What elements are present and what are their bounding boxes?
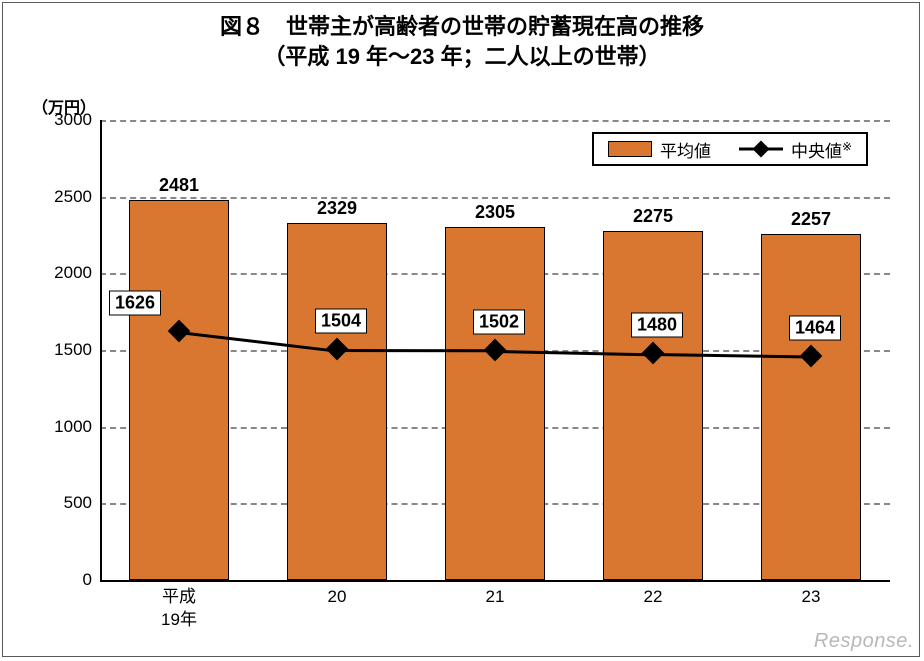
bar xyxy=(287,223,387,580)
legend-line-label: 中央値※ xyxy=(791,137,852,162)
bar-value-label: 2481 xyxy=(159,175,199,196)
line-value-label: 1504 xyxy=(315,309,367,334)
legend-line-swatch xyxy=(739,141,783,157)
title-line-1: 図８ 世帯主が高齢者の世帯の貯蓄現在高の推移 xyxy=(220,14,704,39)
grid-line xyxy=(100,120,890,122)
y-tick-label: 2000 xyxy=(54,263,100,283)
bar xyxy=(445,227,545,580)
y-tick-label: 0 xyxy=(83,570,100,590)
legend-item-mean: 平均値 xyxy=(608,137,711,162)
chart-title: 図８ 世帯主が高齢者の世帯の貯蓄現在高の推移 （平成 19 年～23 年；二人以… xyxy=(0,12,924,71)
line-value-label: 1626 xyxy=(109,290,161,315)
bar xyxy=(603,231,703,580)
bar xyxy=(761,234,861,580)
title-line-2: （平成 19 年～23 年；二人以上の世帯） xyxy=(263,44,660,69)
y-axis-line xyxy=(100,120,102,580)
line-value-label: 1480 xyxy=(631,313,683,338)
legend-bar-label: 平均値 xyxy=(660,137,711,162)
reference-mark-icon: ※ xyxy=(842,139,852,153)
savings-chart: 0500100015002000250030002481平成19年2329202… xyxy=(100,120,890,580)
bar-value-label: 2257 xyxy=(791,209,831,230)
line-value-label: 1502 xyxy=(473,309,525,334)
x-tick-label: 23 xyxy=(802,580,821,609)
y-tick-label: 2500 xyxy=(54,187,100,207)
legend: 平均値 中央値※ xyxy=(592,132,868,166)
bar-value-label: 2275 xyxy=(633,206,673,227)
line-value-label: 1464 xyxy=(789,315,841,340)
grid-line xyxy=(100,197,890,199)
plot-area: 0500100015002000250030002481平成19年2329202… xyxy=(100,120,890,580)
bar-value-label: 2305 xyxy=(475,202,515,223)
y-tick-label: 1000 xyxy=(54,417,100,437)
x-tick-label: 平成19年 xyxy=(161,580,197,632)
x-tick-label: 20 xyxy=(328,580,347,609)
legend-item-median: 中央値※ xyxy=(739,137,852,162)
legend-bar-swatch xyxy=(608,141,652,157)
y-tick-label: 500 xyxy=(64,493,100,513)
x-tick-label: 22 xyxy=(644,580,663,609)
bar-value-label: 2329 xyxy=(317,198,357,219)
bar xyxy=(129,200,229,580)
y-tick-label: 3000 xyxy=(54,110,100,130)
y-tick-label: 1500 xyxy=(54,340,100,360)
x-tick-label: 21 xyxy=(486,580,505,609)
